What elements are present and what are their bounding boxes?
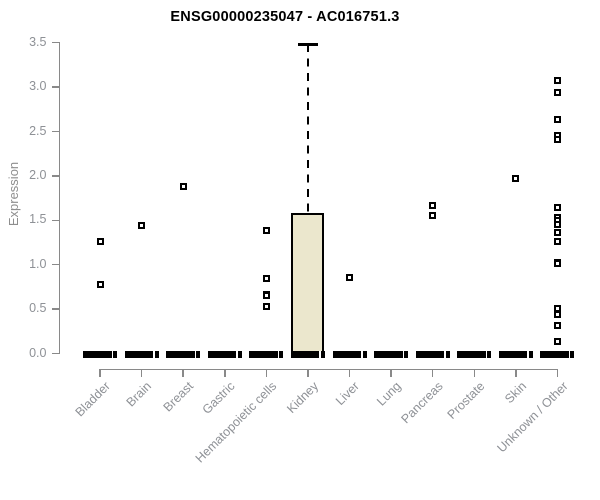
x-tick-label: Bladder [72, 378, 113, 419]
median-bar [540, 351, 575, 358]
x-axis-tick [99, 369, 101, 377]
median-bar-notch [568, 351, 571, 358]
median-bar [207, 351, 242, 358]
chart-title: ENSG00000235047 - AC016751.3 [170, 9, 400, 25]
y-axis-tick [51, 263, 60, 266]
median-bar [290, 351, 325, 358]
box-iqr [291, 213, 325, 355]
median-bar [249, 351, 284, 358]
outlier-point [553, 337, 561, 345]
outlier-point [96, 280, 104, 288]
outlier-point [262, 292, 270, 300]
x-axis-tick [473, 369, 476, 377]
x-tick-label: Skin [501, 378, 529, 406]
median-bar [83, 351, 117, 358]
median-bar-notch [361, 351, 363, 358]
x-axis-line [99, 368, 559, 371]
y-tick-label: 2.5 [29, 123, 47, 138]
y-tick-label: 1.0 [29, 256, 47, 271]
median-bar-notch [485, 351, 488, 358]
x-tick-label: Kidney [283, 378, 321, 416]
outlier-point [553, 238, 561, 246]
outlier-point [553, 115, 561, 123]
median-bar-notch [527, 351, 529, 358]
y-tick-label: 3.5 [29, 34, 47, 49]
median-bar-notch [111, 351, 113, 358]
outlier-point [262, 302, 270, 310]
outlier-point [262, 226, 270, 234]
outlier-point [553, 77, 561, 85]
median-bar [332, 351, 367, 358]
outlier-point [553, 135, 561, 143]
outlier-point [346, 273, 354, 281]
y-tick-label: 1.5 [29, 212, 47, 227]
x-tick-label: Hematopoietic cells [192, 378, 280, 466]
outlier-point [96, 238, 104, 246]
outlier-point [512, 175, 520, 183]
x-axis-tick [348, 369, 351, 377]
y-axis-tick [51, 130, 60, 133]
x-tick-label: Breast [160, 378, 197, 414]
median-bar-notch [194, 351, 197, 358]
x-axis-tick [515, 369, 517, 377]
x-axis-tick [556, 369, 559, 377]
median-bar-notch [444, 351, 446, 358]
median-bar [166, 351, 201, 358]
y-axis-tick [51, 175, 60, 177]
x-tick-label: Pancreas [398, 378, 446, 426]
y-axis-tick [51, 41, 60, 44]
median-bar [457, 351, 492, 358]
outlier-point [553, 204, 561, 212]
median-bar [498, 351, 533, 358]
y-axis-tick [51, 352, 60, 355]
x-tick-label: Brain [123, 378, 155, 410]
y-tick-label: 0.0 [29, 345, 47, 360]
outlier-point [553, 260, 561, 268]
median-bar-notch [277, 351, 280, 358]
x-axis-tick [224, 369, 226, 377]
outlier-point [553, 304, 561, 312]
median-bar-notch [236, 351, 238, 358]
median-bar-notch [402, 351, 405, 358]
y-axis-line [58, 41, 61, 355]
y-tick-label: 3.0 [29, 79, 47, 94]
x-tick-label: Lung [374, 378, 405, 409]
outlier-point [553, 321, 561, 329]
x-axis-tick [307, 369, 309, 377]
outlier-point [138, 222, 146, 230]
outlier-point [553, 221, 561, 229]
outlier-point [553, 310, 561, 318]
outlier-point [553, 88, 561, 96]
whisker-end-cap [297, 42, 318, 47]
y-axis-tick [51, 308, 60, 310]
x-axis-tick [140, 369, 143, 377]
outlier-point [262, 274, 270, 282]
y-tick-label: 2.0 [29, 167, 47, 182]
x-tick-label: Liver [333, 378, 363, 408]
median-bar [374, 351, 409, 358]
x-axis-tick [390, 369, 392, 377]
y-tick-label: 0.5 [29, 301, 47, 316]
outlier-point [553, 229, 561, 237]
x-axis-tick [431, 369, 434, 377]
median-bar-notch [319, 351, 321, 358]
x-tick-label: Prostate [444, 378, 488, 422]
outlier-point [429, 212, 437, 220]
median-bar-notch [153, 351, 155, 358]
box-upper-whisker [306, 44, 310, 214]
median-bar [124, 351, 159, 358]
x-axis-tick [265, 369, 268, 377]
median-bar [415, 351, 450, 358]
outlier-point [179, 183, 187, 191]
outlier-point [429, 201, 437, 209]
y-axis-tick [51, 86, 60, 88]
x-tick-label: Gastric [199, 378, 238, 417]
y-axis-tick [51, 219, 60, 222]
x-tick-label: Unknown / Other [494, 378, 571, 455]
x-axis-tick [182, 369, 184, 377]
